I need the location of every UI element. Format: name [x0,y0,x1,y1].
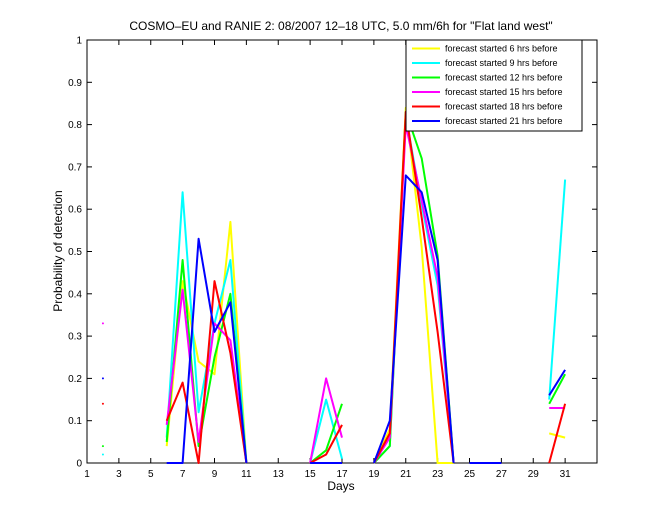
y-tick-label: 0.5 [68,247,82,258]
series-5 [101,110,567,464]
x-tick-label: 17 [336,469,348,480]
legend: forecast started 6 hrs before forecast st… [405,39,583,132]
x-tick-label: 3 [116,469,122,480]
y-tick-label: 0.7 [68,162,82,173]
x-tick-label: 31 [560,469,572,480]
legend-entry: forecast started 18 hrs before [445,102,563,112]
x-tick-label: 15 [305,469,317,480]
y-tick-label: 0.6 [68,205,82,216]
x-tick-label: 27 [496,469,508,480]
series-line [309,377,343,464]
series-line [372,174,455,464]
x-tick-label: 25 [464,469,476,480]
data-point [101,322,104,325]
series-line [548,373,566,405]
series-line [548,179,567,400]
x-tick-label: 1 [84,469,90,480]
data-point [101,402,104,405]
y-tick-label: 0.4 [68,289,82,300]
y-tick-label: 0.9 [68,78,82,89]
series-line [548,403,567,464]
x-tick-label: 9 [212,469,218,480]
y-tick-label: 0.1 [68,416,82,427]
data-point [101,445,104,448]
series-line [166,237,248,464]
x-tick-label: 7 [180,469,186,480]
series-line [165,280,248,464]
x-tick-label: 5 [148,469,154,480]
x-tick-label: 29 [528,469,540,480]
x-axis-label: Days [327,479,354,493]
y-axis-label: Probability of detection [51,190,65,311]
y-tick-label: 0.2 [68,374,82,385]
series-line [548,369,566,396]
y-tick-label: 0.3 [68,332,82,343]
x-tick-label: 13 [273,469,285,480]
legend-entry: forecast started 6 hrs before [445,44,558,54]
x-tick-label: 23 [432,469,444,480]
data-point [101,453,104,456]
legend-entry: forecast started 9 hrs before [445,58,558,68]
chart-title: COSMO–EU and RANIE 2: 08/2007 12–18 UTC,… [129,19,552,33]
legend-entry: forecast started 21 hrs before [445,116,563,126]
legend-entry: forecast started 12 hrs before [445,73,563,83]
y-tick-label: 0.8 [68,120,82,131]
x-tick-label: 19 [368,469,380,480]
series-line [309,398,343,464]
legend-entry: forecast started 15 hrs before [445,87,563,97]
legend-box [405,39,583,132]
data-point [101,377,104,380]
y-tick-label: 1 [76,36,82,47]
series-line [309,424,343,464]
x-tick-label: 21 [400,469,412,480]
x-tick-label: 11 [241,469,252,480]
series-6 [101,174,566,464]
series-line [372,106,454,464]
series-line [373,110,455,464]
y-tick-label: 0 [76,459,82,470]
